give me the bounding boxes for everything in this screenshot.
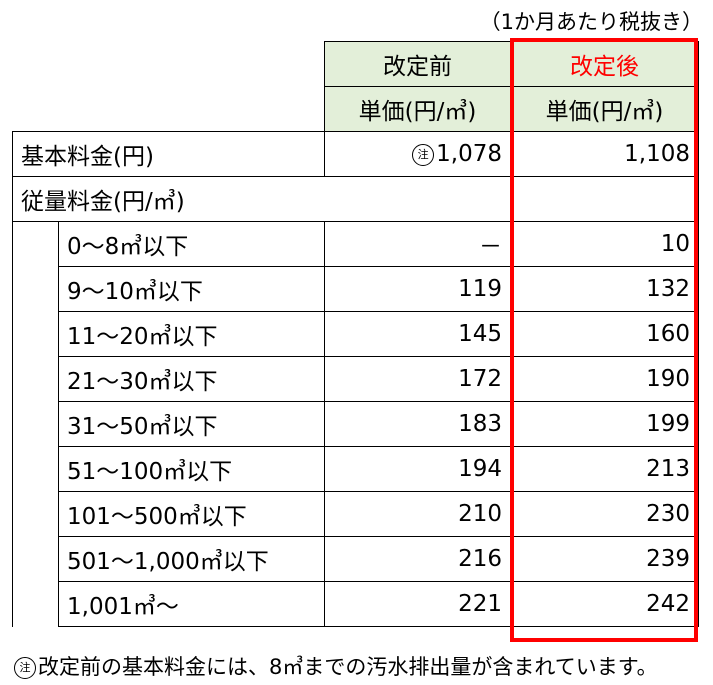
usage-fee-row: 11～20㎥以下 145 160 <box>12 311 699 357</box>
usage-before: 183 <box>324 401 511 447</box>
unit-note: （1か月あたり税抜き） <box>479 10 703 34</box>
usage-before: 145 <box>324 311 511 357</box>
row-indent <box>12 581 59 627</box>
usage-before: 221 <box>324 581 511 627</box>
usage-after: 230 <box>510 491 699 537</box>
usage-range: 1,001㎥～ <box>58 581 325 627</box>
header-before: 改定前 <box>324 41 511 87</box>
usage-before: 172 <box>324 356 511 402</box>
annotation-mark-icon: 注 <box>412 144 435 166</box>
header-blank <box>13 42 325 87</box>
usage-fee-row: 0～8㎥以下－ 10 <box>12 221 699 267</box>
fee-table: 改定前 改定後 単価(円/㎥) 単価(円/㎥) 基本料金(円) 注 1,078 1… <box>12 41 699 627</box>
row-indent <box>12 536 59 582</box>
row-indent <box>12 221 59 267</box>
header-row-units: 単価(円/㎥) 単価(円/㎥) <box>13 86 699 132</box>
usage-rows: 0～8㎥以下－ 10 9～10㎥以下 119 132 11～20㎥以下 145 160 21～3… <box>12 221 699 627</box>
usage-fee-header-row: 従量料金(円/㎥) <box>12 176 699 222</box>
usage-fee-row: 9～10㎥以下 119 132 <box>12 266 699 312</box>
usage-range: 9～10㎥以下 <box>58 266 325 312</box>
usage-fee-row: 501～1,000㎥以下 216 239 <box>12 536 699 582</box>
base-fee-after: 1,108 <box>510 131 699 177</box>
row-indent <box>12 311 59 357</box>
usage-fee-label: 従量料金(円/㎥) <box>12 176 699 222</box>
usage-range: 11～20㎥以下 <box>58 311 325 357</box>
row-indent <box>12 401 59 447</box>
header-after-unit: 単価(円/㎥) <box>510 86 699 132</box>
row-indent <box>12 356 59 402</box>
base-fee-before-cell: 注 1,078 <box>324 131 511 177</box>
row-indent <box>12 266 59 312</box>
base-fee-label: 基本料金(円) <box>12 131 325 177</box>
usage-range: 101～500㎥以下 <box>58 491 325 537</box>
usage-before: 194 <box>324 446 511 492</box>
usage-range: 51～100㎥以下 <box>58 446 325 492</box>
usage-fee-row: 101～500㎥以下 210 230 <box>12 491 699 537</box>
base-fee-before: 1,078 <box>436 141 502 167</box>
usage-after: 10 <box>510 221 699 267</box>
row-indent <box>12 446 59 492</box>
annotation-mark-icon: 注 <box>14 657 36 679</box>
usage-after: 242 <box>510 581 699 627</box>
usage-after: 190 <box>510 356 699 402</box>
usage-after: 213 <box>510 446 699 492</box>
usage-before: 119 <box>324 266 511 312</box>
usage-range: 0～8㎥以下 <box>58 221 325 267</box>
base-fee-row: 基本料金(円) 注 1,078 1,108 <box>12 131 699 177</box>
usage-after: 239 <box>510 536 699 582</box>
header-before-unit: 単価(円/㎥) <box>324 86 511 132</box>
footnote-text: 改定前の基本料金には、8㎥までの汚水排出量が含まれています。 <box>38 655 658 679</box>
usage-after: 160 <box>510 311 699 357</box>
usage-fee-row: 21～30㎥以下 172 190 <box>12 356 699 402</box>
usage-after: 132 <box>510 266 699 312</box>
usage-before: 210 <box>324 491 511 537</box>
usage-fee-row: 51～100㎥以下 194 213 <box>12 446 699 492</box>
header-row-labels: 改定前 改定後 <box>13 41 699 87</box>
header-blank <box>13 87 325 132</box>
usage-fee-row: 1,001㎥～ 221 242 <box>12 581 699 627</box>
header-after: 改定後 <box>510 41 699 87</box>
usage-range: 501～1,000㎥以下 <box>58 536 325 582</box>
usage-range: 21～30㎥以下 <box>58 356 325 402</box>
row-indent <box>12 491 59 537</box>
usage-before: 216 <box>324 536 511 582</box>
usage-fee-row: 31～50㎥以下 183 199 <box>12 401 699 447</box>
usage-before: － <box>324 221 511 267</box>
usage-after: 199 <box>510 401 699 447</box>
usage-range: 31～50㎥以下 <box>58 401 325 447</box>
footnote: 注改定前の基本料金には、8㎥までの汚水排出量が含まれています。 <box>14 651 658 681</box>
